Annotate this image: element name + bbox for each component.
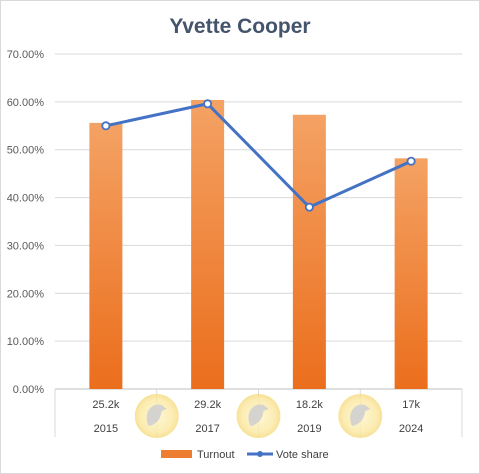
- watermark-logo: [338, 394, 383, 438]
- vote-share-point-2019: [304, 202, 314, 212]
- x-sublabel: 17k: [402, 399, 420, 411]
- x-sublabel: 29.2k: [194, 399, 221, 411]
- legend-label-vote-share: Vote share: [276, 449, 329, 461]
- legend-item-turnout: Turnout: [161, 449, 235, 461]
- vote-share-point-2015: [101, 121, 111, 131]
- x-category-label: 2024: [399, 423, 423, 435]
- x-axis-labels: 25.2k 2015 29.2k 2017 18.2k 2019 17k 2024: [92, 399, 423, 435]
- turnout-bars: [89, 99, 428, 390]
- watermark-logo: [236, 394, 281, 438]
- y-tick-label: 10.00%: [7, 336, 45, 348]
- y-tick-label: 20.00%: [7, 288, 45, 300]
- y-tick-label: 60.00%: [7, 97, 45, 109]
- vote-share-point-2017: [203, 99, 213, 109]
- legend-swatch-turnout: [161, 450, 192, 458]
- x-category-label: 2017: [195, 423, 219, 435]
- chart-title: Yvette Cooper: [169, 15, 310, 38]
- x-sublabel: 18.2k: [296, 399, 323, 411]
- y-tick-label: 30.00%: [7, 240, 45, 252]
- vote-share-polyline: [105, 102, 412, 209]
- vote-share-line: [101, 99, 416, 212]
- y-tick-label: 70.00%: [7, 49, 45, 61]
- x-sublabel: 25.2k: [92, 399, 119, 411]
- turnout-bar-2024: [394, 158, 428, 389]
- watermark-logo: [134, 394, 179, 438]
- x-category-label: 2015: [94, 423, 118, 435]
- legend-marker-vote-share: [257, 451, 263, 457]
- vote-share-point-2024: [406, 156, 416, 166]
- turnout-bar-2015: [89, 122, 123, 390]
- y-tick-label: 40.00%: [7, 193, 45, 205]
- y-tick-label: 0.00%: [13, 384, 44, 396]
- legend-item-vote-share: Vote share: [247, 449, 329, 461]
- turnout-bar-2019: [292, 114, 326, 390]
- x-category-label: 2019: [297, 423, 321, 435]
- y-tick-label: 50.00%: [7, 145, 45, 157]
- legend-label-turnout: Turnout: [197, 449, 235, 461]
- watermarks: [134, 394, 383, 438]
- y-axis-ticks: 0.00% 10.00% 20.00% 30.00% 40.00% 50.00% 60.00…: [7, 49, 45, 396]
- legend: Turnout Vote share: [161, 449, 329, 461]
- turnout-bar-2017: [191, 99, 225, 389]
